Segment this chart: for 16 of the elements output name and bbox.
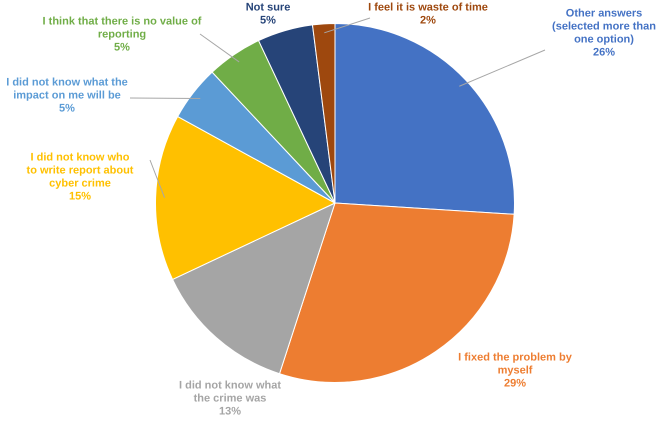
data-label: 5% — [114, 42, 130, 54]
data-label: 13% — [218, 406, 242, 418]
data-label: 5% — [59, 102, 76, 115]
data-label: 2% — [420, 14, 436, 27]
slice-label: Not sure — [246, 2, 290, 14]
slice-label: I fixed the problem by myself — [458, 352, 573, 377]
slice-label: I did not know who to write report about cyber crime — [26, 152, 134, 190]
slice-label: I think that there is no value of reporting — [42, 16, 202, 41]
slice-label: I did not know what the crime was — [178, 380, 282, 405]
data-label: 5% — [260, 14, 276, 27]
slice-label: Other answers (selected more than one option) — [552, 8, 656, 46]
data-label: 26% — [592, 46, 616, 59]
data-label: 15% — [68, 190, 92, 203]
data-label: 29% — [504, 378, 526, 390]
slice-label: I did not know what the impact on me will be — [6, 76, 128, 102]
slice-label: I feel it is waste of time — [368, 2, 488, 14]
